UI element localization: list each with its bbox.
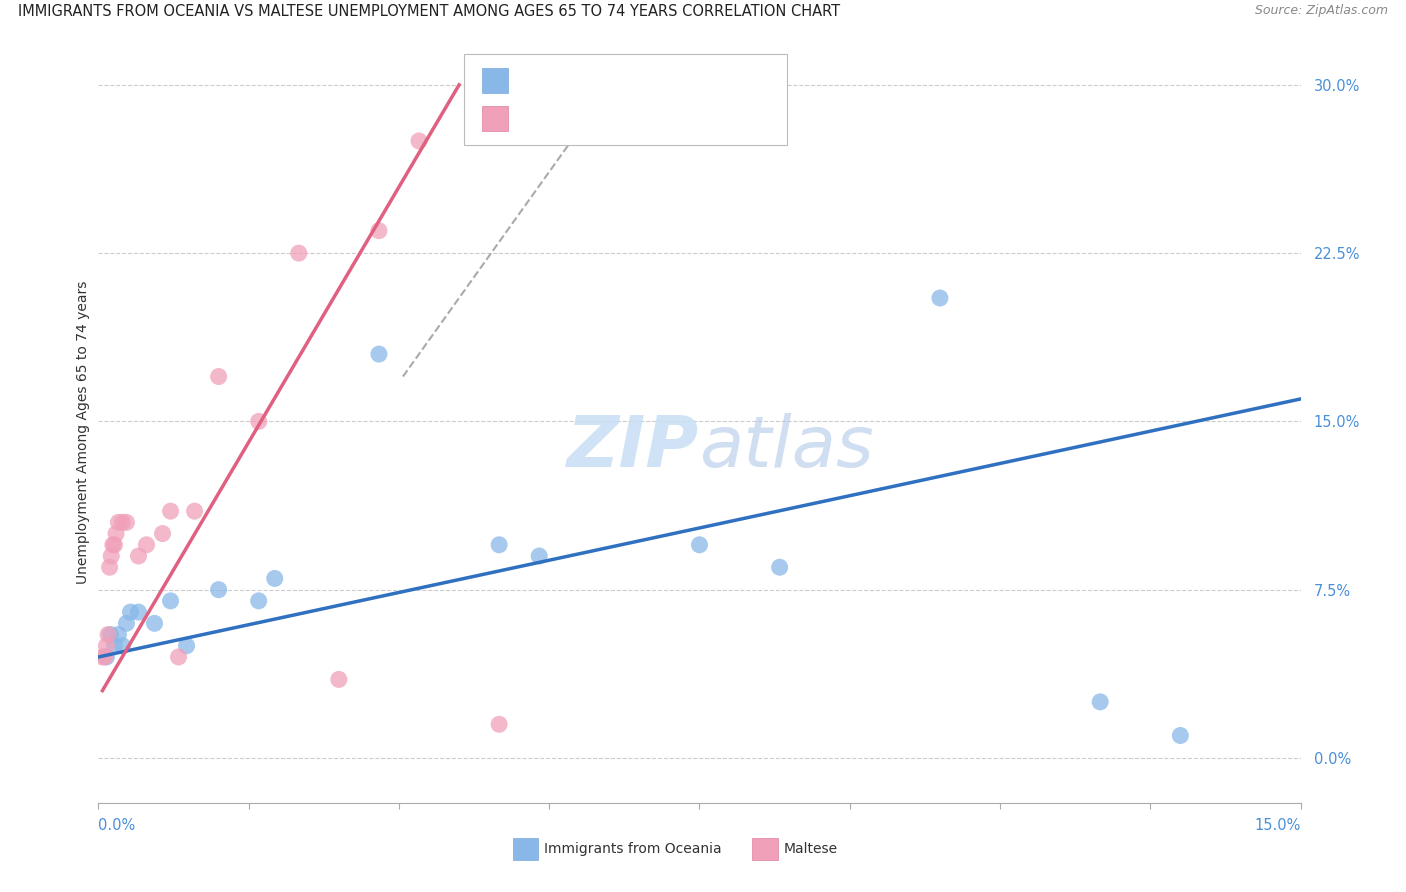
Point: [100, 627, 122, 641]
Point: [768, 560, 790, 574]
Point: [1088, 695, 1111, 709]
Point: [529, 549, 551, 563]
Point: [208, 582, 231, 597]
Point: [98, 560, 121, 574]
Point: [247, 414, 270, 428]
Point: [115, 516, 138, 530]
Point: [929, 291, 952, 305]
Text: 19: 19: [672, 73, 693, 87]
Point: [107, 516, 129, 530]
Y-axis label: Unemployment Among Ages 65 to 74 years: Unemployment Among Ages 65 to 74 years: [76, 281, 90, 584]
Point: [96, 650, 118, 665]
Text: Maltese: Maltese: [783, 842, 837, 856]
Point: [263, 571, 285, 585]
Point: [159, 594, 181, 608]
Text: 15.0%: 15.0%: [1254, 818, 1301, 832]
Text: N =: N =: [612, 73, 655, 87]
Point: [120, 605, 142, 619]
Point: [91, 650, 114, 665]
Point: [488, 538, 510, 552]
Point: [183, 504, 205, 518]
Point: [287, 246, 309, 260]
Point: [128, 605, 150, 619]
Point: [111, 516, 134, 530]
Point: [128, 549, 150, 563]
Point: [368, 224, 391, 238]
Point: [143, 616, 166, 631]
Point: [368, 347, 391, 361]
Point: [103, 639, 125, 653]
Point: [152, 526, 174, 541]
Text: N =: N =: [612, 112, 655, 126]
Point: [96, 639, 118, 653]
Point: [94, 650, 117, 665]
Point: [101, 538, 124, 552]
Point: [1170, 729, 1192, 743]
Text: 0.347: 0.347: [551, 73, 599, 87]
Point: [488, 717, 510, 731]
Text: ZIP: ZIP: [567, 413, 699, 482]
Point: [100, 549, 122, 563]
Point: [328, 673, 350, 687]
Point: [247, 594, 270, 608]
Text: 25: 25: [672, 112, 693, 126]
Point: [97, 627, 120, 641]
Point: [111, 639, 134, 653]
Text: Immigrants from Oceania: Immigrants from Oceania: [544, 842, 721, 856]
Text: 0.738: 0.738: [551, 112, 599, 126]
Text: IMMIGRANTS FROM OCEANIA VS MALTESE UNEMPLOYMENT AMONG AGES 65 TO 74 YEARS CORREL: IMMIGRANTS FROM OCEANIA VS MALTESE UNEMP…: [18, 4, 841, 20]
Point: [105, 526, 128, 541]
Text: Source: ZipAtlas.com: Source: ZipAtlas.com: [1254, 4, 1388, 18]
Point: [176, 639, 198, 653]
Point: [159, 504, 181, 518]
Text: atlas: atlas: [699, 413, 875, 482]
Point: [688, 538, 710, 552]
Text: 0.0%: 0.0%: [98, 818, 135, 832]
Point: [167, 650, 190, 665]
Point: [135, 538, 157, 552]
Text: R =: R =: [516, 112, 550, 126]
Point: [115, 616, 138, 631]
Point: [107, 627, 129, 641]
Point: [103, 538, 125, 552]
Point: [408, 134, 430, 148]
Text: R =: R =: [516, 73, 550, 87]
Point: [208, 369, 231, 384]
